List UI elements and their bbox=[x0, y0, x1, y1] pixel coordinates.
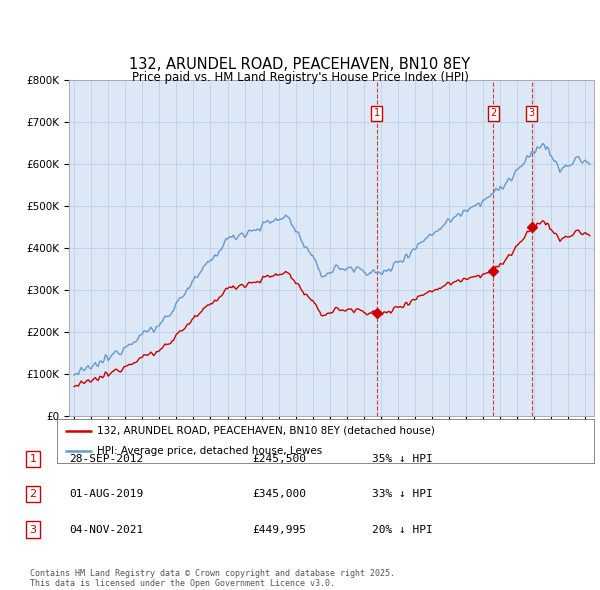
Text: 1: 1 bbox=[29, 454, 37, 464]
Text: 132, ARUNDEL ROAD, PEACEHAVEN, BN10 8EY: 132, ARUNDEL ROAD, PEACEHAVEN, BN10 8EY bbox=[130, 57, 470, 72]
Text: £345,000: £345,000 bbox=[252, 489, 306, 499]
Text: 132, ARUNDEL ROAD, PEACEHAVEN, BN10 8EY (detached house): 132, ARUNDEL ROAD, PEACEHAVEN, BN10 8EY … bbox=[97, 426, 435, 436]
Text: 2: 2 bbox=[29, 489, 37, 499]
Text: 20% ↓ HPI: 20% ↓ HPI bbox=[372, 525, 433, 535]
Text: 2: 2 bbox=[490, 109, 496, 118]
Text: 28-SEP-2012: 28-SEP-2012 bbox=[69, 454, 143, 464]
Text: 3: 3 bbox=[29, 525, 37, 535]
Text: 35% ↓ HPI: 35% ↓ HPI bbox=[372, 454, 433, 464]
Text: £245,500: £245,500 bbox=[252, 454, 306, 464]
Text: 33% ↓ HPI: 33% ↓ HPI bbox=[372, 489, 433, 499]
Text: 01-AUG-2019: 01-AUG-2019 bbox=[69, 489, 143, 499]
Text: HPI: Average price, detached house, Lewes: HPI: Average price, detached house, Lewe… bbox=[97, 446, 323, 456]
Text: Contains HM Land Registry data © Crown copyright and database right 2025.
This d: Contains HM Land Registry data © Crown c… bbox=[30, 569, 395, 588]
Text: Price paid vs. HM Land Registry's House Price Index (HPI): Price paid vs. HM Land Registry's House … bbox=[131, 71, 469, 84]
Text: 04-NOV-2021: 04-NOV-2021 bbox=[69, 525, 143, 535]
Text: 1: 1 bbox=[374, 109, 380, 118]
Text: 3: 3 bbox=[529, 109, 535, 118]
Text: £449,995: £449,995 bbox=[252, 525, 306, 535]
